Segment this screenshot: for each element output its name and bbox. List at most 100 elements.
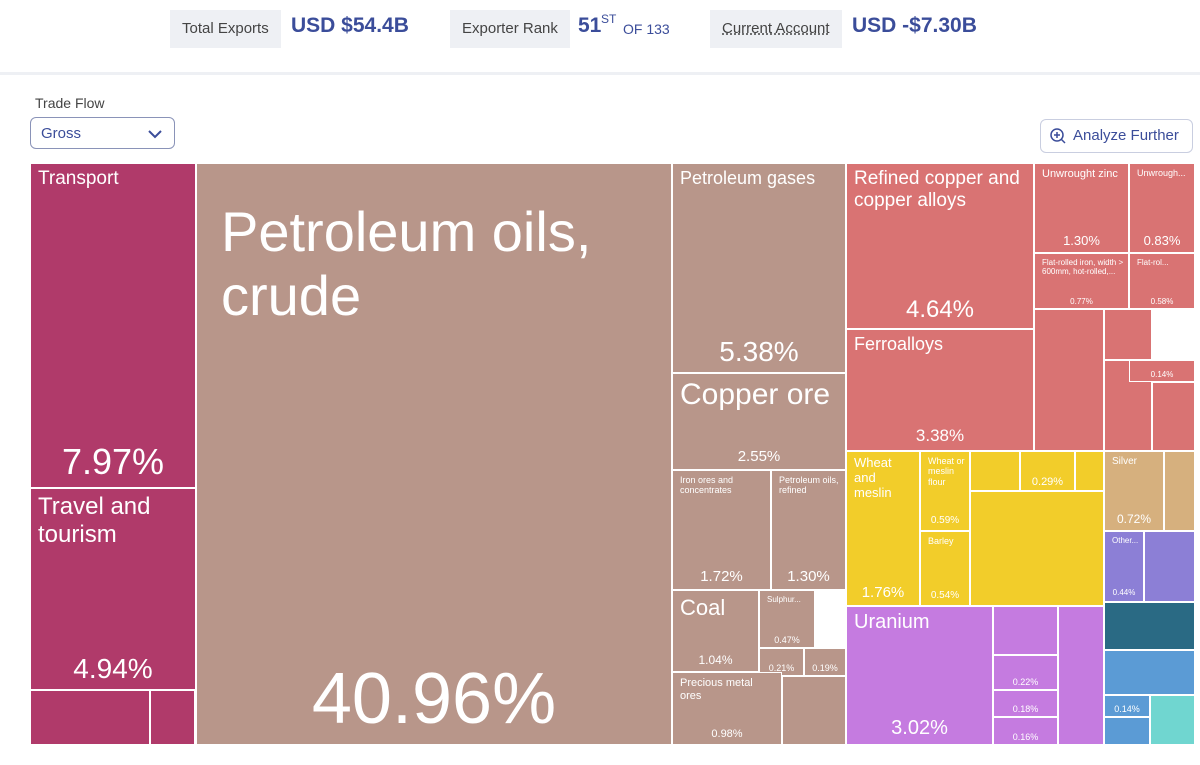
tile-name: Copper ore bbox=[680, 378, 831, 411]
tile-name: Transport bbox=[38, 168, 119, 189]
tile bbox=[993, 606, 1058, 655]
tile-value: 0.19% bbox=[812, 663, 838, 673]
tile[interactable]: 0.16% bbox=[993, 717, 1058, 745]
tile-name: Wheat or meslin flour bbox=[928, 456, 965, 487]
stat-label: Exporter Rank bbox=[450, 10, 570, 48]
tile[interactable]: Wheat and meslin 1.76% bbox=[846, 451, 920, 606]
trade-flow-label: Trade Flow bbox=[35, 95, 105, 111]
tile bbox=[30, 690, 150, 745]
tile[interactable]: 0.19% bbox=[804, 648, 846, 676]
tile-value: 5.38% bbox=[719, 336, 799, 367]
tile-name: Sulphur... bbox=[767, 595, 801, 604]
tile bbox=[1150, 695, 1195, 745]
tile bbox=[970, 491, 1104, 606]
tile-value: 1.76% bbox=[861, 584, 905, 601]
tile bbox=[1144, 531, 1195, 602]
tile-value: 0.83% bbox=[1143, 233, 1181, 248]
stat-value: USD -$7.30B bbox=[852, 14, 977, 37]
tile-value: 2.55% bbox=[737, 448, 781, 465]
stat-label: Total Exports bbox=[170, 10, 281, 48]
tile[interactable]: 0.14% bbox=[1104, 695, 1150, 717]
tile[interactable]: 0.29% bbox=[1020, 451, 1075, 491]
analyze-button[interactable]: Analyze Further bbox=[1040, 119, 1193, 153]
stat-value: 51 bbox=[578, 14, 602, 37]
tile[interactable]: Copper ore 2.55% bbox=[672, 373, 846, 470]
tile[interactable]: 0.21% bbox=[759, 648, 804, 676]
tile[interactable]: Coal 1.04% bbox=[672, 590, 759, 672]
tile-name: Refined copper and copper alloys bbox=[854, 168, 1020, 211]
tile-value: 1.72% bbox=[700, 568, 743, 585]
tile[interactable]: 0.14% bbox=[1129, 360, 1195, 382]
dropdown[interactable]: Gross bbox=[30, 117, 175, 149]
tile-value: 0.54% bbox=[930, 590, 960, 601]
tile-name: Petroleum oils, crude bbox=[221, 200, 592, 328]
tile[interactable]: Precious metal ores 0.98% bbox=[672, 672, 782, 745]
tile-value: 4.64% bbox=[905, 296, 975, 323]
tile-value: 3.02% bbox=[891, 717, 948, 739]
tile-value: 0.77% bbox=[1070, 297, 1093, 306]
tile[interactable]: Silver 0.72% bbox=[1104, 451, 1164, 531]
tile-value: 0.47% bbox=[774, 635, 800, 645]
rank-of: OF 133 bbox=[623, 21, 670, 37]
tile[interactable]: Petroleum oils, crude 40.96% bbox=[196, 163, 672, 745]
tile-name: Unwrought zinc bbox=[1042, 168, 1118, 180]
tile-value: 0.59% bbox=[930, 515, 960, 526]
tile-value: 0.58% bbox=[1150, 297, 1174, 306]
tile[interactable]: Refined copper and copper alloys 4.64% bbox=[846, 163, 1034, 329]
tile-name: Precious metal ores bbox=[680, 677, 753, 702]
tile-name: Petroleum gases bbox=[680, 168, 816, 188]
tile-name: Flat-rol... bbox=[1137, 258, 1169, 267]
tile bbox=[1164, 451, 1195, 531]
rank-suffix: ST bbox=[601, 12, 617, 26]
tile-value: 0.29% bbox=[1031, 476, 1064, 488]
tile-name: Silver bbox=[1112, 456, 1138, 467]
tile[interactable]: Petroleum gases 5.38% bbox=[672, 163, 846, 373]
tile-name: Other... bbox=[1112, 536, 1139, 545]
tile-name: Petroleum oils, refined bbox=[779, 475, 839, 496]
tile bbox=[1058, 606, 1104, 745]
tile bbox=[1104, 602, 1195, 650]
tile bbox=[782, 676, 846, 745]
tile[interactable]: Other... 0.44% bbox=[1104, 531, 1144, 602]
tile[interactable]: Petroleum oils, refined 1.30% bbox=[771, 470, 846, 590]
tile-value: 0.98% bbox=[711, 728, 743, 740]
tile-value: 3.38% bbox=[915, 426, 965, 445]
tile-value: 1.04% bbox=[698, 653, 733, 667]
tile bbox=[150, 690, 195, 745]
tile[interactable]: Travel and tourism 4.94% bbox=[30, 488, 196, 690]
chevron bbox=[148, 130, 162, 139]
tile bbox=[1075, 451, 1104, 491]
tile-value: 7.97% bbox=[61, 441, 165, 482]
tile[interactable]: Barley 0.54% bbox=[920, 531, 970, 606]
stat-label[interactable]: Current Account bbox=[710, 10, 842, 48]
tile[interactable]: Flat-rol... 0.58% bbox=[1129, 253, 1195, 309]
tile-value: 0.16% bbox=[1012, 732, 1039, 742]
tile[interactable]: Unwrought zinc 1.30% bbox=[1034, 163, 1129, 253]
tile-value: 4.94% bbox=[73, 653, 153, 684]
tile-name: Coal bbox=[680, 595, 726, 620]
tile[interactable]: Wheat or meslin flour 0.59% bbox=[920, 451, 970, 531]
tile-name: Uranium bbox=[854, 611, 930, 633]
tile bbox=[1104, 650, 1195, 695]
tile[interactable]: Flat-rolled iron, width > 600mm, hot-rol… bbox=[1034, 253, 1129, 309]
tile[interactable]: Iron ores and concentrates 1.72% bbox=[672, 470, 771, 590]
tile-value: 0.72% bbox=[1116, 512, 1152, 526]
tile-value: 0.14% bbox=[1150, 370, 1174, 379]
tile bbox=[1152, 382, 1195, 451]
header: Total Exports USD $54.4B Exporter Rank 5… bbox=[0, 0, 1200, 75]
tile-value: 0.14% bbox=[1114, 704, 1140, 714]
tile[interactable]: 0.22% bbox=[993, 655, 1058, 690]
tile-value: 40.96% bbox=[311, 659, 557, 739]
tile[interactable]: Unwrough... 0.83% bbox=[1129, 163, 1195, 253]
tile[interactable]: Sulphur... 0.47% bbox=[759, 590, 815, 648]
tile[interactable]: 0.18% bbox=[993, 690, 1058, 717]
tile[interactable]: Ferroalloys 3.38% bbox=[846, 329, 1034, 451]
tile-name: Flat-rolled iron, width > 600mm, hot-rol… bbox=[1042, 258, 1124, 277]
tile[interactable]: Transport 7.97% bbox=[30, 163, 196, 488]
stat-value: USD $54.4B bbox=[291, 14, 409, 37]
tile bbox=[1104, 717, 1150, 745]
tile[interactable]: Uranium 3.02% bbox=[846, 606, 993, 745]
tile-name: Barley bbox=[928, 536, 954, 546]
tile-name: Iron ores and concentrates bbox=[680, 475, 734, 496]
